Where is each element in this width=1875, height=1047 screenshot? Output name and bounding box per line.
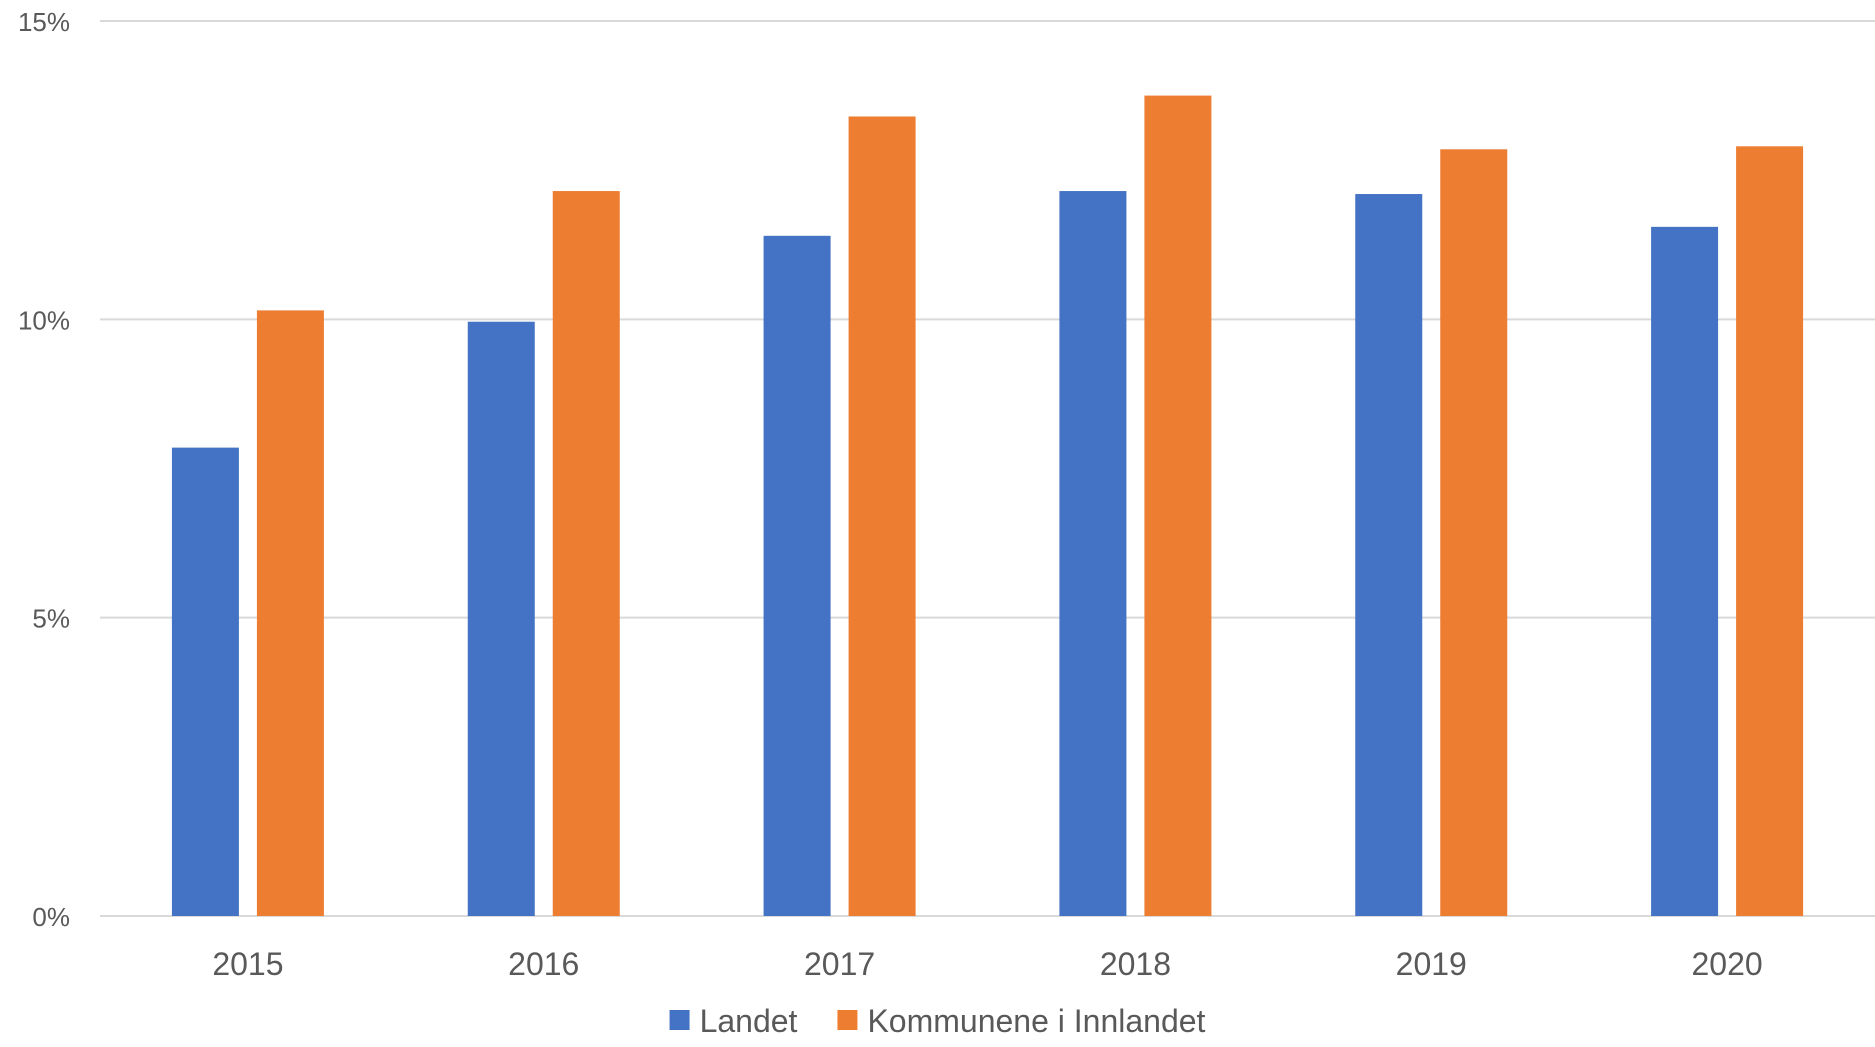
x-tick-label: 2017 (804, 946, 875, 982)
y-tick-label: 10% (18, 305, 70, 335)
x-tick-label: 2019 (1396, 946, 1467, 982)
legend-label: Landet (700, 1003, 798, 1039)
bar-landet-2015 (171, 447, 239, 916)
bar-landet-2018 (1059, 191, 1127, 917)
bars (171, 95, 1804, 917)
x-tick-label: 2018 (1100, 946, 1171, 982)
bar-landet-2020 (1651, 226, 1719, 917)
legend: Landet Kommunene i Innlandet (669, 1003, 1206, 1039)
legend-swatch (837, 1010, 858, 1030)
bar-landet-2019 (1355, 194, 1423, 917)
y-axis-tick-labels: 0% 5% 10% 15% (18, 7, 70, 932)
legend-label: Kommunene i Innlandet (867, 1003, 1205, 1039)
x-tick-label: 2016 (508, 946, 579, 982)
bar-landet-2016 (467, 321, 535, 917)
x-tick-label: 2020 (1691, 946, 1762, 982)
x-tick-label: 2015 (212, 946, 283, 982)
bar-kommunene-i-innlandet-2015 (256, 310, 324, 917)
bar-kommunene-i-innlandet-2020 (1736, 146, 1804, 917)
bar-kommunene-i-innlandet-2018 (1144, 95, 1212, 917)
bar-kommunene-i-innlandet-2017 (848, 116, 916, 916)
legend-swatch (669, 1010, 690, 1030)
y-tick-label: 5% (32, 604, 70, 634)
gridlines (100, 20, 1875, 917)
bar-landet-2017 (763, 235, 831, 917)
y-tick-label: 0% (32, 902, 70, 932)
x-axis-tick-labels: 2015 2016 2017 2018 2019 2020 (212, 946, 1762, 982)
bar-kommunene-i-innlandet-2019 (1440, 149, 1508, 917)
y-tick-label: 15% (18, 7, 70, 37)
bar-kommunene-i-innlandet-2016 (552, 191, 620, 917)
